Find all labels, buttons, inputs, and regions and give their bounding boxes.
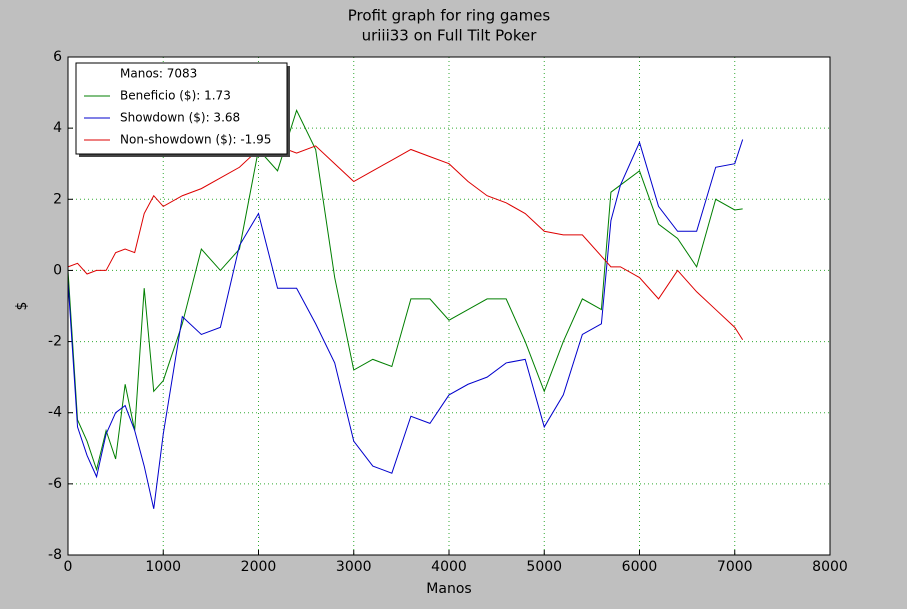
y-tick-label: 0 <box>53 262 62 278</box>
legend-title: Manos: 7083 <box>120 67 197 81</box>
x-tick-label: 3000 <box>336 559 372 575</box>
legend-label: Showdown ($): 3.68 <box>120 111 240 125</box>
y-tick-label: -6 <box>48 476 62 492</box>
y-tick-label: 4 <box>53 120 62 136</box>
y-tick-label: 2 <box>53 191 62 207</box>
series-line <box>67 145 744 341</box>
x-axis-label: Manos <box>426 581 471 597</box>
y-tick-label: -8 <box>48 547 62 563</box>
chart-subtitle: uriii33 on Full Tilt Poker <box>362 27 538 45</box>
series-line <box>67 139 744 509</box>
y-tick-label: -2 <box>48 334 62 350</box>
chart-title: Profit graph for ring games <box>348 7 551 25</box>
x-tick-label: 2000 <box>241 559 277 575</box>
x-tick-label: 1000 <box>145 559 181 575</box>
plot-frame <box>67 56 831 556</box>
x-tick-label: 6000 <box>622 559 658 575</box>
legend-label: Beneficio ($): 1.73 <box>120 89 231 103</box>
legend-box <box>75 62 288 155</box>
x-tick-label: 5000 <box>526 559 562 575</box>
y-tick-label: -4 <box>48 405 62 421</box>
y-tick-label: 6 <box>53 49 62 65</box>
y-axis-label: $ <box>14 302 30 311</box>
x-tick-label: 8000 <box>812 559 848 575</box>
x-tick-label: 4000 <box>431 559 467 575</box>
legend-label: Non-showdown ($): -1.95 <box>120 133 271 147</box>
x-tick-label: 7000 <box>717 559 753 575</box>
x-tick-label: 0 <box>64 559 73 575</box>
